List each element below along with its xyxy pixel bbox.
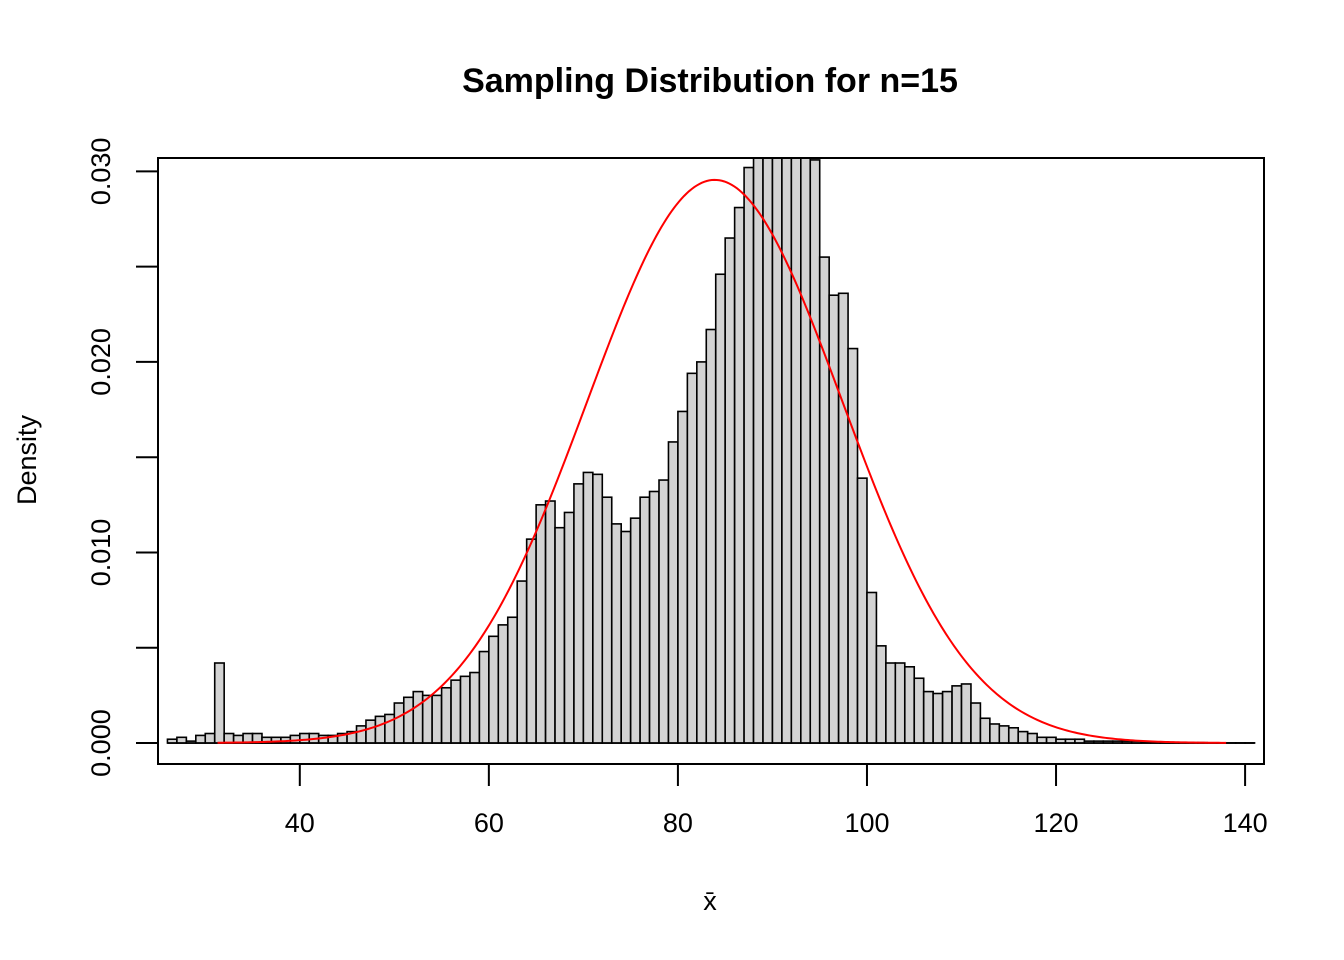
histogram-bar <box>544 500 556 744</box>
histogram-bar <box>847 347 859 744</box>
histogram-bar <box>837 292 849 744</box>
chart-title: Sampling Distribution for n=15 <box>462 62 958 100</box>
histogram-bar <box>648 490 660 744</box>
histogram-bar <box>1026 732 1038 744</box>
histogram-bar <box>554 526 566 744</box>
histogram-bar <box>951 685 963 744</box>
y-axis-label: Density <box>12 414 42 505</box>
histogram-bar <box>402 696 415 744</box>
histogram-bar <box>762 158 774 744</box>
histogram-bar <box>960 683 972 744</box>
histogram-bar <box>941 690 953 744</box>
histogram-bar <box>979 717 991 744</box>
histogram-bar <box>204 732 216 744</box>
histogram-bar <box>875 645 887 744</box>
histogram-bar <box>1007 726 1020 744</box>
histogram-bar <box>431 694 443 744</box>
histogram-bar <box>696 361 708 744</box>
x-axis-label: x̄ <box>703 886 717 916</box>
histogram-bar <box>629 517 641 744</box>
histogram-bar <box>828 294 840 744</box>
histogram-bar <box>592 473 604 744</box>
histogram-bar <box>913 677 925 744</box>
histogram-bar <box>800 158 812 744</box>
histogram-bar <box>195 734 207 744</box>
histogram-bar <box>856 477 868 744</box>
histogram-bar <box>601 496 613 744</box>
histogram-bar <box>582 471 594 744</box>
histogram-bar <box>667 441 679 744</box>
histogram-bar <box>724 237 736 744</box>
histogram-bar <box>459 675 471 744</box>
histogram-bar <box>790 158 802 744</box>
histogram-bar <box>478 650 490 744</box>
histogram-bar <box>771 158 783 744</box>
histogram-bar <box>922 690 934 744</box>
histogram-bars <box>166 158 1256 744</box>
histogram-bar <box>374 715 386 744</box>
histogram-bar <box>686 372 698 744</box>
histogram-bar <box>355 725 367 744</box>
histogram-bar <box>176 736 188 744</box>
histogram-bar <box>506 616 519 744</box>
normal-curve-layer <box>217 178 1227 744</box>
histogram-bar <box>497 624 509 744</box>
histogram-bar <box>809 159 821 744</box>
y-tick-label: 0.000 <box>86 709 116 777</box>
x-tick-label: 100 <box>844 808 889 838</box>
histogram-bar <box>1017 730 1029 744</box>
histogram-bar <box>639 496 651 744</box>
y-tick-label: 0.030 <box>86 138 116 206</box>
histogram-bar <box>866 591 878 744</box>
histogram-bar <box>450 679 462 744</box>
histogram-bar <box>298 732 311 744</box>
histogram-bar <box>733 206 745 744</box>
histogram-bar <box>989 723 1001 744</box>
histogram-bar <box>365 719 377 744</box>
x-tick-label: 40 <box>285 808 315 838</box>
histogram-bar <box>525 538 537 744</box>
x-tick-label: 120 <box>1034 808 1079 838</box>
x-tick-label: 140 <box>1223 808 1268 838</box>
y-axis: 0.000 0.010 0.020 0.030 <box>86 138 159 777</box>
x-tick-label: 60 <box>474 808 504 838</box>
histogram-bar <box>563 511 575 744</box>
histogram-bar <box>743 166 755 744</box>
histogram-bar <box>1036 736 1048 744</box>
histogram-bar <box>620 530 632 744</box>
histogram-bar <box>998 725 1010 744</box>
histogram-bar <box>885 662 897 744</box>
histogram-bar <box>752 158 764 744</box>
histogram-bar <box>213 662 225 744</box>
histogram-bar <box>894 662 906 744</box>
histogram-bar <box>535 504 547 744</box>
histogram-bar <box>658 479 670 744</box>
histogram-bar <box>412 690 424 744</box>
plot-frame <box>157 157 1265 765</box>
histogram-bar <box>516 580 528 744</box>
histogram-bar <box>677 410 689 744</box>
histogram-bar <box>488 635 500 744</box>
histogram-bar <box>573 483 585 744</box>
normal-density-curve <box>217 178 1227 744</box>
histogram-bar <box>469 671 481 744</box>
histogram-bar <box>932 692 944 744</box>
histogram-bar <box>421 694 433 744</box>
histogram-bar <box>714 273 726 744</box>
histogram-bar <box>781 158 793 744</box>
histogram-bar <box>1045 736 1057 744</box>
histogram-bar <box>440 686 452 744</box>
histogram-bar <box>818 256 830 744</box>
x-axis: 40 60 80 100 120 140 <box>285 763 1268 838</box>
x-tick-label: 80 <box>663 808 693 838</box>
histogram-bar <box>970 702 982 744</box>
y-tick-label: 0.020 <box>86 328 116 396</box>
y-tick-label: 0.010 <box>86 519 116 587</box>
histogram-bar <box>393 702 405 744</box>
histogram-bar <box>610 523 622 744</box>
histogram-bar <box>705 328 717 744</box>
histogram-bar <box>903 666 916 744</box>
histogram-bar <box>289 734 301 744</box>
